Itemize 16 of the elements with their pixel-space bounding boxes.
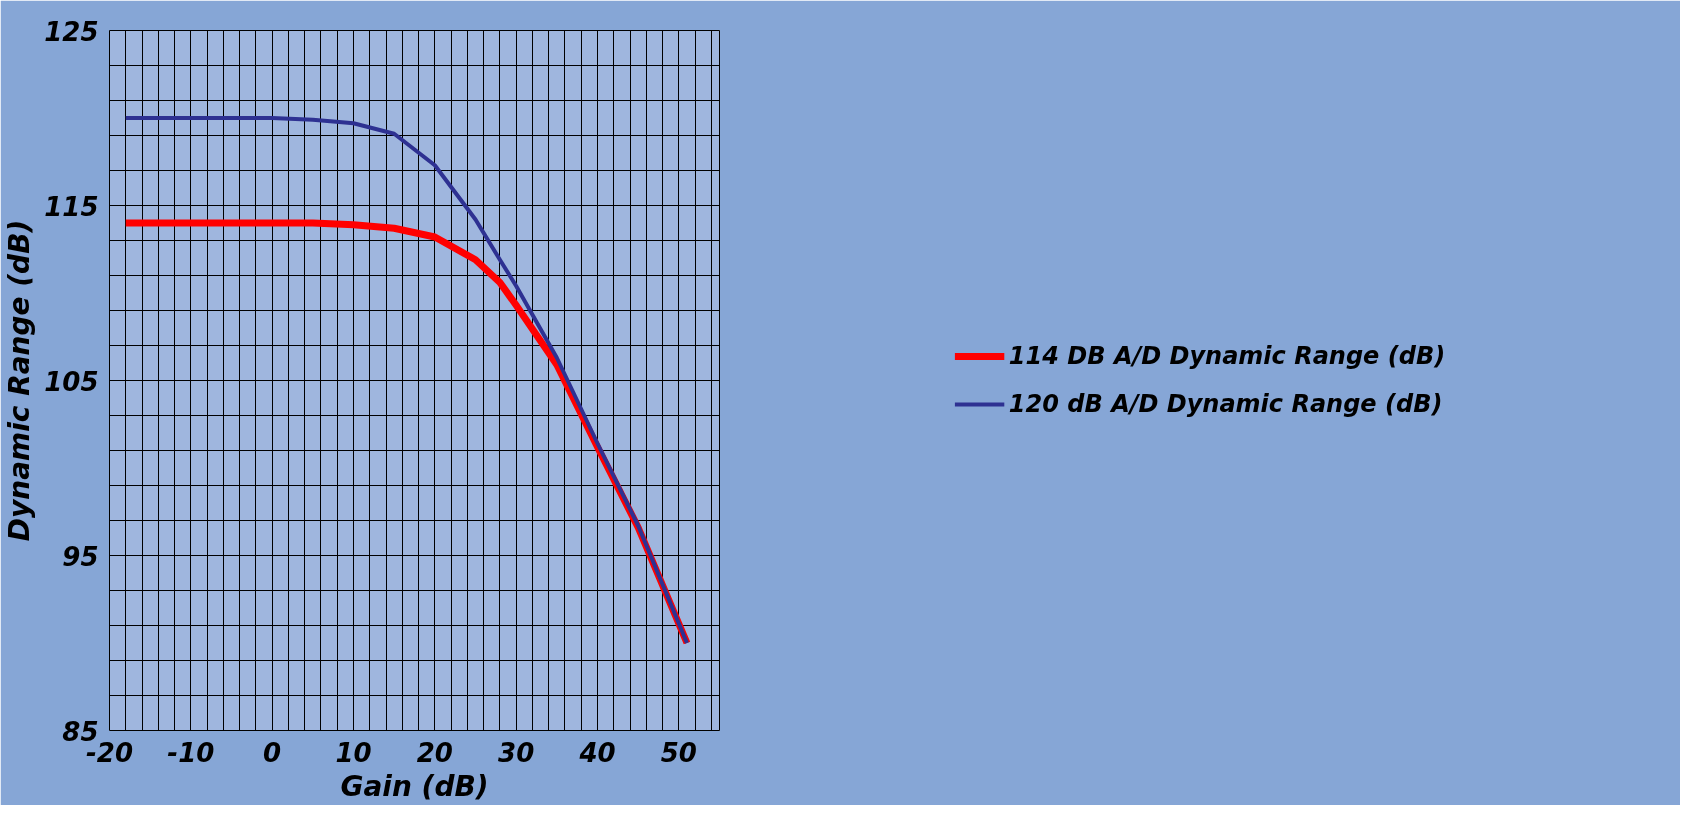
- x-tick-label: 20: [416, 737, 453, 768]
- y-axis-title: Dynamic Range (dB): [3, 219, 37, 542]
- x-tick-label: 30: [498, 737, 535, 768]
- x-tick-label: 10: [335, 737, 372, 768]
- legend-label: 120 dB A/D Dynamic Range (dB): [1008, 390, 1443, 418]
- x-tick-label: 40: [578, 737, 616, 768]
- x-axis-title: Gain (dB): [340, 769, 489, 803]
- y-tick-label: 115: [44, 191, 99, 222]
- y-tick-label: 105: [44, 366, 99, 397]
- line-series: [123, 116, 689, 645]
- x-tick-label: 50: [660, 737, 697, 768]
- x-tick-label: -10: [167, 737, 215, 768]
- y-tick-label: 95: [62, 541, 99, 572]
- x-tick-label: 0: [263, 737, 282, 768]
- legend-label: 114 DB A/D Dynamic Range (dB): [1008, 342, 1446, 370]
- y-tick-label: 125: [44, 16, 99, 47]
